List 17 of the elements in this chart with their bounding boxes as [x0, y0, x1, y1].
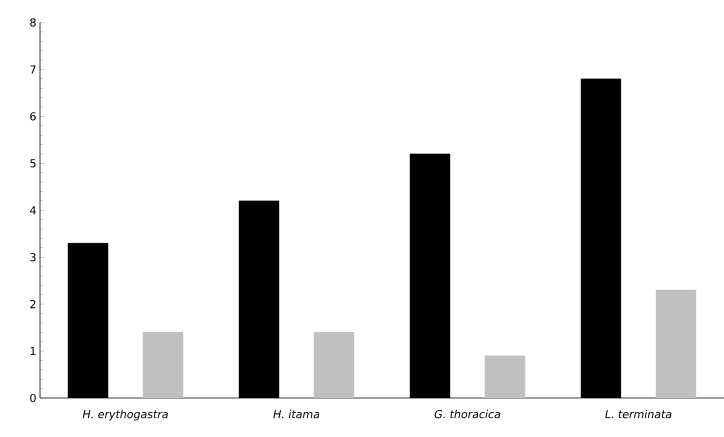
bar [484, 356, 526, 398]
x-tick-label: L. terminata [605, 410, 672, 418]
y-tick-label: 5 [30, 159, 36, 168]
y-tick-label: 0 [30, 394, 36, 402]
y-tick-label: 8 [30, 18, 36, 27]
x-tick-label: H. erythogastra [82, 410, 168, 420]
bar [314, 332, 354, 398]
x-tick-label: G. thoracica [434, 410, 500, 418]
x-tick-label: H. itama [273, 410, 320, 418]
y-tick-label: 6 [30, 112, 36, 121]
y-tick-label: 1 [30, 347, 36, 356]
y-tick-label: 7 [30, 65, 36, 74]
bar [656, 290, 696, 398]
bar [142, 332, 184, 398]
y-tick-label: 3 [30, 253, 36, 262]
y-tick-label: 4 [30, 206, 36, 214]
y-tick-label: 2 [30, 300, 36, 308]
